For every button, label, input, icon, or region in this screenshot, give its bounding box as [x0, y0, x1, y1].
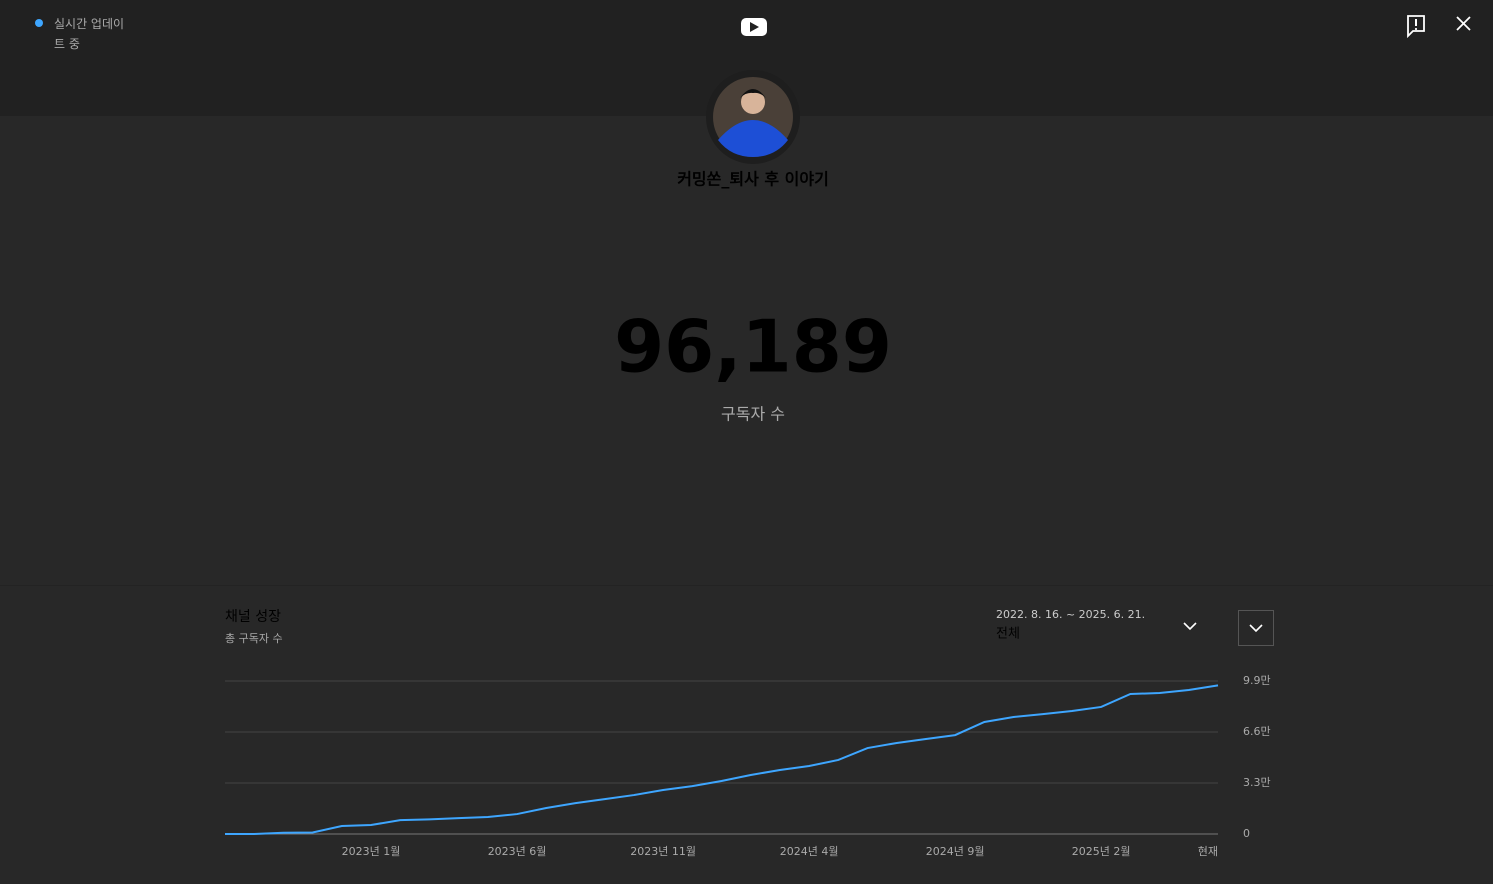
- x-tick-label: 2025년 2월: [1072, 845, 1131, 858]
- x-tick-label: 2023년 6월: [488, 845, 547, 858]
- y-tick-label: 9.9만: [1243, 674, 1271, 687]
- youtube-logo: [741, 18, 767, 36]
- chart-subtitle: 총 구독자 수: [225, 632, 283, 645]
- live-status: 실시간 업데이트 중: [54, 17, 125, 51]
- x-tick-label: 2023년 11월: [630, 845, 696, 858]
- channel-name: 커밍쏜_퇴사 후 이야기: [677, 170, 829, 189]
- subscriber-line: [225, 684, 1219, 835]
- x-tick-label: 현재: [1198, 845, 1218, 858]
- y-tick-label: 0: [1243, 827, 1250, 840]
- live-dot: [35, 19, 43, 27]
- chart-title: 채널 성장: [225, 609, 281, 625]
- y-tick-label: 6.6만: [1243, 725, 1271, 738]
- x-tick-label: 2024년 9월: [926, 845, 985, 858]
- date-range: 2022. 8. 16. ~ 2025. 6. 21.: [996, 608, 1145, 621]
- report-button[interactable]: [1407, 15, 1425, 39]
- x-tick-label: 2023년 1월: [342, 845, 401, 858]
- close-button[interactable]: [1456, 16, 1471, 31]
- period-dropdown[interactable]: [1183, 622, 1197, 631]
- period[interactable]: 전체: [996, 627, 1020, 642]
- avatar: [706, 70, 800, 164]
- expand-button[interactable]: [1238, 610, 1274, 646]
- x-tick-label: 2024년 4월: [780, 845, 839, 858]
- y-tick-label: 3.3만: [1243, 776, 1271, 789]
- count-label: 구독자 수: [721, 405, 785, 424]
- live-status-box: 실시간 업데이트 중: [54, 17, 125, 51]
- subscriber-count: 96,189: [614, 305, 892, 389]
